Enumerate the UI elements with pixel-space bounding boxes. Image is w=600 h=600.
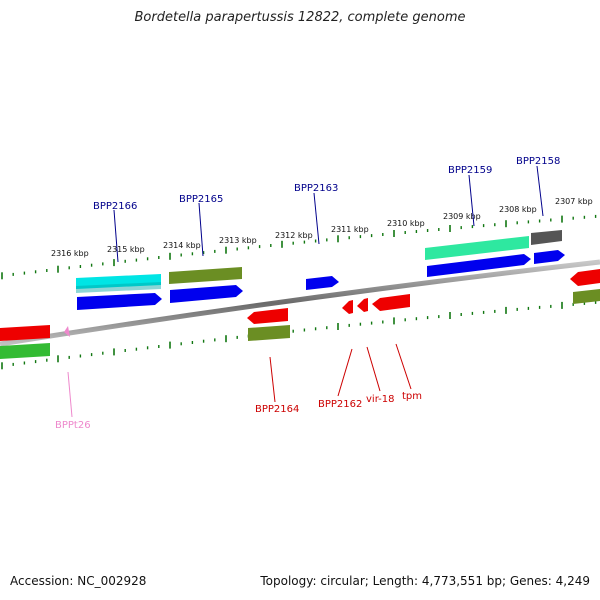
outer-tick-track [1,214,597,280]
leader-lines [67,165,544,418]
gene-feature[interactable] [570,269,600,286]
gene-label[interactable]: vir-18 [366,394,395,405]
scale-label: 2311 kbp [331,225,369,234]
inner-tick-track [1,300,597,370]
gene-feature[interactable] [425,236,529,260]
gene-feature[interactable] [306,276,339,290]
map-title: Bordetella parapertussis 12822, complete… [134,10,466,25]
scale-label: 2314 kbp [163,241,201,250]
scale-label: 2309 kbp [443,212,481,221]
genome-backbone [0,259,600,347]
gene-labels: BPP2166 BPP2165 BPP2163 BPP2159 BPP2158 … [55,156,560,431]
gene-feature[interactable] [248,325,290,341]
gene-feature[interactable] [357,298,368,312]
gene-feature[interactable] [0,343,50,359]
gene-label[interactable]: BPP2162 [318,399,362,410]
gene-feature[interactable] [76,274,161,289]
gene-label[interactable]: BPP2158 [516,156,560,167]
gene-feature[interactable] [534,250,565,264]
gene-feature[interactable] [573,289,600,304]
gene-feature[interactable] [247,308,288,324]
gene-feature[interactable] [76,282,161,293]
gene-label[interactable]: BPP2164 [255,404,299,415]
gene-label[interactable]: BPPt26 [55,420,91,431]
scale-label: 2312 kbp [275,231,313,240]
gene-feature[interactable] [372,294,410,311]
forward-strand-features [76,230,565,310]
gene-feature[interactable] [169,267,242,284]
gene-feature[interactable] [170,285,243,303]
reverse-strand-features [0,269,600,359]
trna-feature[interactable] [64,326,70,337]
scale-label: 2308 kbp [499,205,537,214]
scale-label: 2316 kbp [51,249,89,258]
gene-feature[interactable] [342,300,353,314]
genome-summary-text: Topology: circular; Length: 4,773,551 bp… [260,574,590,588]
scale-label: 2315 kbp [107,245,145,254]
scale-label: 2310 kbp [387,219,425,228]
scale-label: 2313 kbp [219,236,257,245]
accession-text: Accession: NC_002928 [10,574,147,588]
gene-feature[interactable] [77,293,162,310]
scale-label: 2307 kbp [555,197,593,206]
gene-label[interactable]: BPP2163 [294,183,338,194]
gene-feature[interactable] [531,230,562,245]
gene-feature[interactable] [427,254,531,277]
gene-label[interactable]: BPP2166 [93,201,137,212]
gene-label[interactable]: tpm [402,391,422,402]
scale-labels: 2316 kbp 2315 kbp 2314 kbp 2313 kbp 2312… [51,197,593,258]
gene-label[interactable]: BPP2165 [179,194,223,205]
gene-label[interactable]: BPP2159 [448,165,492,176]
gene-feature[interactable] [0,325,50,341]
